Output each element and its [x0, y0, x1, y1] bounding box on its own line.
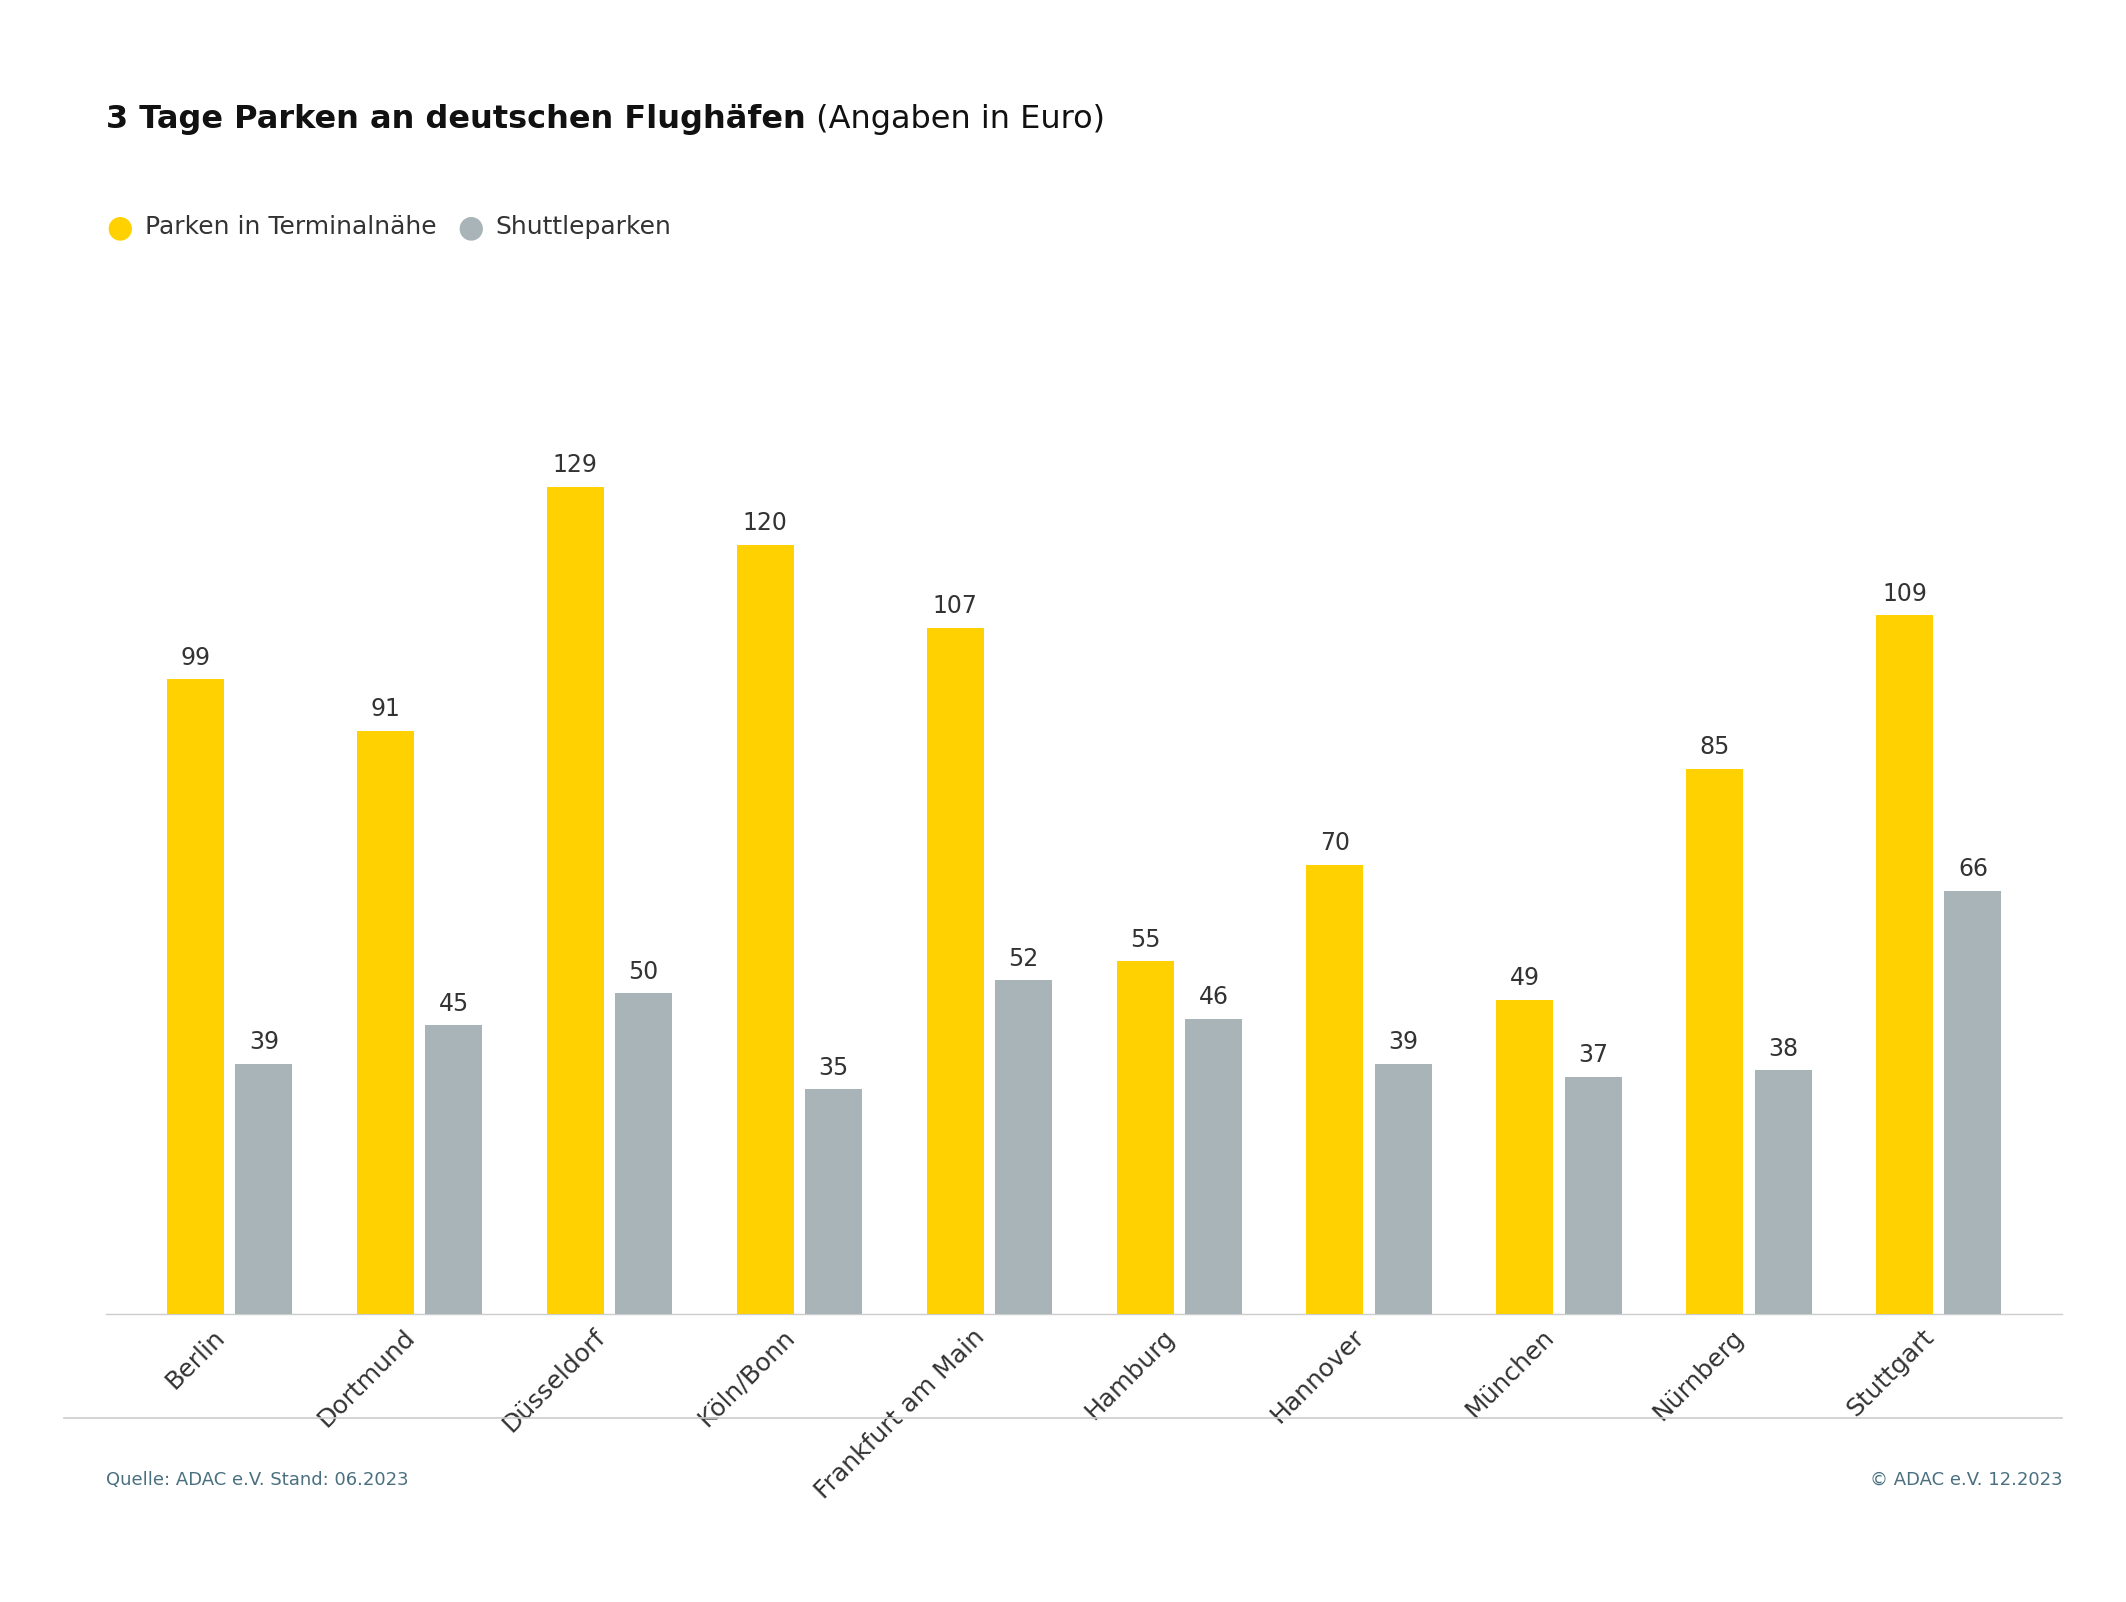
Text: 39: 39 — [1388, 1030, 1418, 1054]
Text: (Angaben in Euro): (Angaben in Euro) — [806, 104, 1106, 135]
Text: 35: 35 — [819, 1056, 848, 1080]
Bar — [168, 679, 223, 1314]
Bar — [1497, 1000, 1554, 1314]
Bar — [806, 1089, 861, 1314]
Bar — [1565, 1077, 1622, 1314]
Text: 129: 129 — [553, 453, 597, 477]
Text: 109: 109 — [1882, 582, 1926, 606]
Text: 45: 45 — [438, 992, 470, 1016]
Bar — [1376, 1064, 1431, 1314]
Bar — [357, 731, 415, 1314]
Text: 107: 107 — [933, 594, 978, 618]
Text: 52: 52 — [1008, 947, 1040, 971]
Text: 85: 85 — [1699, 735, 1731, 759]
Text: 49: 49 — [1509, 966, 1539, 990]
Text: 70: 70 — [1320, 831, 1350, 855]
Text: 91: 91 — [370, 697, 400, 721]
Text: Shuttleparken: Shuttleparken — [495, 216, 672, 239]
Text: 50: 50 — [629, 960, 659, 984]
Text: 39: 39 — [249, 1030, 279, 1054]
Text: 3 Tage Parken an deutschen Flughäfen: 3 Tage Parken an deutschen Flughäfen — [106, 104, 806, 135]
Text: 120: 120 — [742, 511, 787, 535]
Bar — [738, 545, 793, 1314]
Bar — [236, 1064, 293, 1314]
Text: 66: 66 — [1958, 857, 1988, 881]
Bar — [1184, 1019, 1242, 1314]
Bar — [1307, 865, 1363, 1314]
Text: 46: 46 — [1199, 985, 1229, 1009]
Text: Quelle: ADAC e.V. Stand: 06.2023: Quelle: ADAC e.V. Stand: 06.2023 — [106, 1471, 408, 1488]
Bar — [614, 993, 672, 1314]
Text: Parken in Terminalnähe: Parken in Terminalnähe — [145, 216, 436, 239]
Text: ●: ● — [106, 213, 134, 242]
Bar — [425, 1025, 483, 1314]
Bar — [927, 628, 984, 1314]
Bar — [1754, 1070, 1811, 1314]
Text: © ADAC e.V. 12.2023: © ADAC e.V. 12.2023 — [1869, 1471, 2062, 1488]
Text: 55: 55 — [1129, 928, 1161, 952]
Bar — [546, 487, 604, 1314]
Bar — [1686, 769, 1743, 1314]
Text: 37: 37 — [1577, 1043, 1607, 1067]
Bar — [1116, 961, 1174, 1314]
Text: 99: 99 — [181, 646, 210, 670]
Text: ●: ● — [457, 213, 485, 242]
Bar — [995, 980, 1052, 1314]
Bar — [1875, 615, 1933, 1314]
Bar — [1945, 891, 2001, 1314]
Text: 38: 38 — [1769, 1036, 1799, 1061]
